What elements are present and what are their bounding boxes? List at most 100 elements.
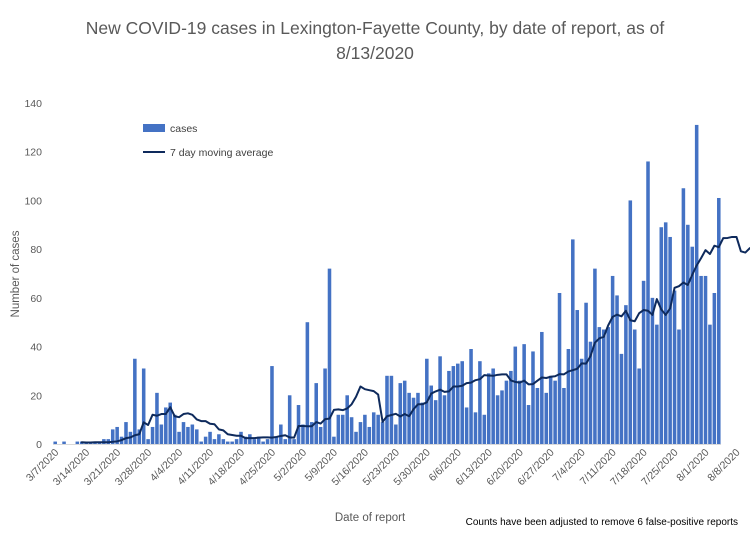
bar [124,422,128,444]
bar [332,436,336,444]
y-tick-label: 0 [36,439,42,451]
bar [221,439,226,444]
bar [190,424,195,444]
legend-label-moving-average: 7 day moving average [170,147,273,159]
bar [385,375,389,444]
bar [195,429,199,444]
bar [650,297,655,444]
bar [199,441,203,444]
bar [473,412,478,444]
bar [517,380,522,444]
bar [588,341,593,444]
x-tick-label: 8/1/2020 [674,447,711,484]
bar [624,305,628,444]
bar [668,236,672,444]
bar [447,370,451,444]
bar [234,439,239,444]
bar [407,392,411,444]
bar [394,424,398,444]
bar [411,397,416,444]
bar [495,395,500,444]
bar [429,385,434,444]
bar [217,434,221,444]
bar [354,431,358,444]
bar [225,441,230,444]
bar [641,280,646,444]
bars-group [53,124,721,445]
bar [398,383,403,444]
bar [460,361,464,444]
bar [53,441,57,444]
bar [274,436,279,444]
bar [230,441,234,444]
y-tick-label: 60 [30,293,42,305]
bar [456,363,460,444]
bar [203,436,208,444]
bar [575,310,579,444]
bar [584,302,588,444]
bar [318,426,323,444]
bar [482,414,487,444]
bar [296,405,301,444]
bar [336,414,341,444]
bar [672,290,677,444]
bar [110,429,115,444]
chart-title-line-1: New COVID-19 cases in Lexington-Fayette … [85,18,665,38]
bar [610,275,615,444]
bar [451,366,456,444]
moving-average-layer [80,235,750,444]
bar [380,422,385,444]
bar [464,407,469,444]
chart-title: New COVID-19 cases in Lexington-Fayette … [40,16,710,66]
bar [279,424,283,444]
bar [345,395,349,444]
bar [186,426,190,444]
bar [301,424,305,444]
bar [75,441,80,444]
bar [703,275,708,444]
chart-title-line-2: 8/13/2020 [336,43,414,63]
bar [243,436,248,444]
bar [265,439,270,444]
moving-average-line [80,235,750,444]
bar [513,346,518,444]
bar [177,431,181,444]
bar [690,246,695,444]
bar [491,368,495,444]
bar [619,353,624,444]
bar [172,414,177,444]
footnote: Counts have been adjusted to remove 6 fa… [465,517,738,528]
bar [270,366,274,444]
bar [327,268,332,444]
bar [323,368,327,444]
bar [416,392,420,444]
bar [606,327,610,444]
bar [681,188,686,444]
bar [115,426,119,444]
bar [548,375,553,444]
bar [694,124,699,445]
bar [371,412,376,444]
bar [579,358,584,444]
bar [540,331,544,444]
bar [531,351,535,444]
y-axis-title: Number of cases [10,230,22,317]
x-tick-label: 8/8/2020 [705,447,742,484]
bar [283,439,288,444]
bar [699,275,703,444]
y-tick-label: 40 [30,342,42,354]
y-tick-label: 80 [30,244,42,256]
bar [376,414,380,444]
bar [544,392,549,444]
bar [509,370,513,444]
bar [442,395,447,444]
bar [305,322,310,444]
bar [62,441,66,444]
bar [646,161,650,444]
bar [146,439,150,444]
bar [717,197,721,444]
bar [557,292,562,444]
bar [655,324,659,444]
bar [349,417,354,444]
